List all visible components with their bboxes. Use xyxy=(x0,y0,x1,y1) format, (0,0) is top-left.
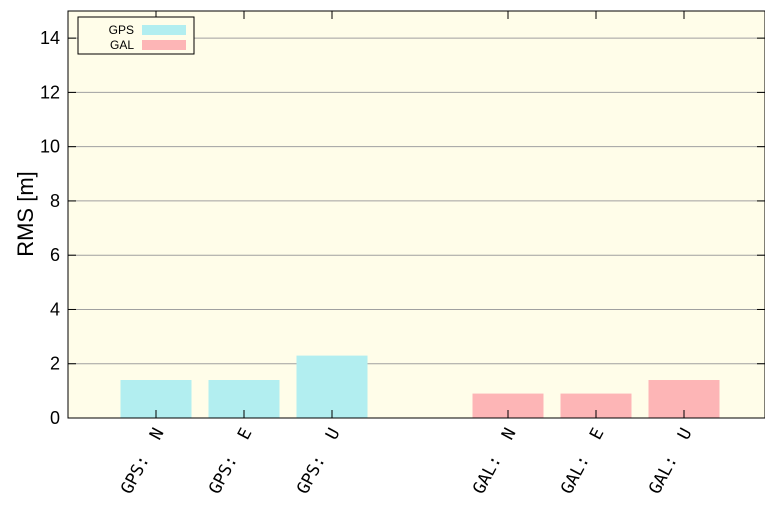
legend-label-gal: GAL xyxy=(110,38,134,52)
x-category-label: GAL: E xyxy=(557,425,608,498)
y-tick-label: 0 xyxy=(50,408,60,428)
y-tick-label: 8 xyxy=(50,191,60,211)
x-category-labels: GPS: N GPS: E GPS: U GAL: N GAL: E GAL: U xyxy=(117,425,696,498)
x-category-label: GAL: N xyxy=(469,425,520,498)
x-category-label: GPS: N xyxy=(117,425,168,498)
y-tick-label: 10 xyxy=(40,137,60,157)
y-ticks: 0 2 4 6 8 10 12 14 xyxy=(40,11,765,428)
legend-swatch-gps xyxy=(142,25,186,35)
y-tick-label: 12 xyxy=(40,82,60,102)
y-tick-label: 6 xyxy=(50,245,60,265)
legend: GPS GAL xyxy=(77,16,195,55)
y-tick-label: 2 xyxy=(50,354,60,374)
plot-frame xyxy=(67,10,765,419)
x-category-label: GPS: E xyxy=(205,425,256,498)
y-tick-label: 4 xyxy=(50,299,60,319)
legend-swatch-gal xyxy=(142,40,186,50)
plot-area xyxy=(68,11,765,418)
y-axis-label: RMS [m] xyxy=(13,171,38,257)
x-category-label: GAL: U xyxy=(645,425,696,498)
y-tick-label: 14 xyxy=(40,28,60,48)
legend-label-gps: GPS xyxy=(109,23,134,37)
bar-gps xyxy=(296,355,368,418)
x-category-label: GPS: U xyxy=(293,425,344,498)
bars xyxy=(120,355,720,418)
